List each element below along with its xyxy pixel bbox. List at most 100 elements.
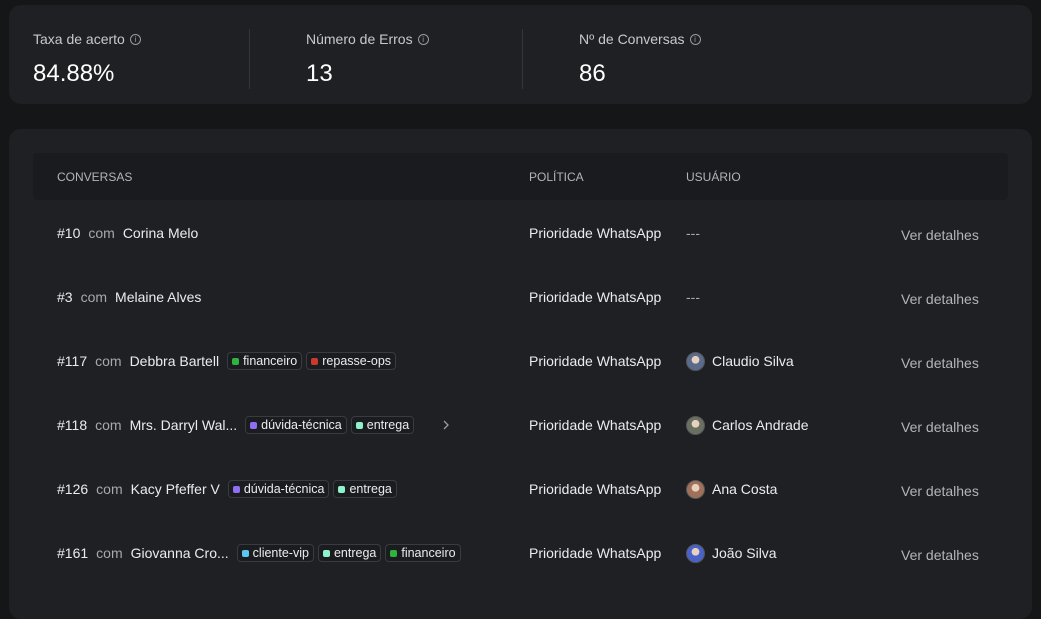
conversation-cell: #10 com Corina Melo [57, 201, 202, 265]
details-link[interactable]: Ver detalhes [901, 483, 979, 499]
stat-label: Número de Erros i [306, 31, 429, 47]
user-cell: Claudio Silva [686, 329, 794, 393]
tag-dot [232, 357, 240, 365]
tag: repasse-ops [306, 352, 397, 370]
user-cell: Ana Costa [686, 457, 777, 521]
avatar [686, 415, 705, 435]
table-row: #10 com Corina Melo Prioridade WhatsApp --- V… [9, 201, 1032, 265]
policy: Prioridade WhatsApp [529, 481, 662, 497]
user-name: --- [686, 289, 700, 305]
tag: financeiro [385, 544, 461, 562]
user-cell: --- [686, 265, 700, 329]
table-row: #3 com Melaine Alves Prioridade WhatsApp ---… [9, 265, 1032, 329]
contact-name: Mrs. Darryl Wal... [129, 417, 238, 433]
conversation-cell: #126 com Kacy Pfeffer V dúvida-técnica entre… [57, 457, 397, 521]
connector: com [95, 353, 122, 369]
tag-label: financeiro [243, 354, 298, 368]
details-link[interactable]: Ver detalhes [901, 547, 979, 563]
connector: com [96, 545, 123, 561]
table-row: #126 com Kacy Pfeffer V dúvida-técnica entre… [9, 457, 1032, 521]
tag-dot [311, 357, 319, 365]
policy: Prioridade WhatsApp [529, 289, 662, 305]
stat-value: 84.88% [33, 60, 115, 87]
conversation-id: #161 [57, 545, 89, 561]
tag-dot [232, 485, 240, 493]
tag-label: dúvida-técnica [243, 482, 325, 496]
avatar [686, 479, 705, 499]
tag-dot [250, 421, 258, 429]
table-row: #161 com Giovanna Cro... cliente-vip entrega… [9, 521, 1032, 585]
tag-label: financeiro [401, 546, 456, 560]
tag-dot [241, 549, 249, 557]
page: Taxa de acerto i 84.88% Número de Erros i 13 N… [9, 5, 1032, 619]
stat-label-text: Nº de Conversas [579, 31, 685, 47]
contact-name: Melaine Alves [115, 289, 202, 305]
tag: dúvida-técnica [245, 416, 347, 434]
connector: com [80, 289, 108, 305]
user-name: Claudio Silva [712, 353, 794, 369]
policy: Prioridade WhatsApp [529, 545, 662, 561]
user-cell: João Silva [686, 521, 777, 585]
conversation-id: #117 [57, 353, 88, 369]
contact-name: Giovanna Cro... [130, 545, 229, 561]
table-row: #117 com Debbra Bartell financeiro repasse-o… [9, 329, 1032, 393]
conversation-cell: #161 com Giovanna Cro... cliente-vip entrega… [57, 521, 461, 585]
divider [522, 29, 523, 89]
details-link[interactable]: Ver detalhes [901, 291, 979, 307]
user-name: Carlos Andrade [712, 417, 809, 433]
info-icon: i [689, 33, 701, 45]
tag: entrega [350, 416, 415, 434]
tag-label: entrega [366, 418, 410, 432]
chevron-icon[interactable] [441, 419, 451, 431]
conversation-id: #126 [57, 481, 89, 497]
contact-name: Corina Melo [122, 225, 199, 241]
tag: cliente-vip [236, 544, 314, 562]
tag-label: repasse-ops [322, 354, 392, 368]
stat-label-text: Taxa de acerto [33, 31, 125, 47]
column-header: POLÍTICA [529, 170, 584, 184]
info-icon: i [417, 33, 429, 45]
tag-label: dúvida-técnica [261, 418, 342, 432]
stat-label-text: Número de Erros [306, 31, 413, 47]
tag-dot [355, 421, 363, 429]
column-header: CONVERSAS [57, 170, 133, 184]
stat-label: Taxa de acerto i [33, 31, 141, 47]
conversation-id: #118 [57, 417, 88, 433]
user-name: Ana Costa [712, 481, 778, 497]
connector: com [88, 225, 115, 241]
tag-dot [338, 485, 346, 493]
connector: com [96, 481, 123, 497]
tag-label: cliente-vip [252, 546, 309, 560]
tag-label: entrega [349, 482, 392, 496]
conversation-id: #3 [57, 289, 73, 305]
user-cell: --- [686, 201, 700, 265]
tag-dot [322, 549, 330, 557]
stats-card: Taxa de acerto i 84.88% Número de Erros i 13 N… [9, 5, 1032, 104]
connector: com [95, 417, 122, 433]
user-name: --- [686, 225, 700, 241]
user-name: João Silva [712, 545, 777, 561]
stat-value: 13 [306, 60, 333, 87]
tag: dúvida-técnica [227, 480, 330, 498]
table-row: #118 com Mrs. Darryl Wal... dúvida-técnica e… [9, 393, 1032, 457]
column-header: USUÁRIO [686, 170, 741, 184]
contact-name: Debbra Bartell [129, 353, 220, 369]
policy: Prioridade WhatsApp [529, 225, 662, 241]
stat-label: Nº de Conversas i [579, 31, 701, 47]
tag: entrega [317, 544, 382, 562]
policy: Prioridade WhatsApp [529, 353, 662, 369]
avatar [686, 351, 705, 371]
details-link[interactable]: Ver detalhes [901, 419, 979, 435]
table-card: CONVERSAS POLÍTICA USUÁRIO #10 com Corina Me… [9, 129, 1032, 619]
stat-value: 86 [579, 60, 606, 87]
divider [249, 29, 250, 89]
conversation-cell: #118 com Mrs. Darryl Wal... dúvida-técnica e… [57, 393, 415, 457]
info-icon: i [129, 33, 141, 45]
tag-dot [390, 549, 398, 557]
details-link[interactable]: Ver detalhes [901, 227, 979, 243]
table-header: CONVERSAS POLÍTICA USUÁRIO [33, 153, 1008, 200]
conversation-cell: #3 com Melaine Alves [57, 265, 205, 329]
tag: entrega [333, 480, 397, 498]
tag-label: entrega [333, 546, 377, 560]
details-link[interactable]: Ver detalhes [901, 355, 979, 371]
